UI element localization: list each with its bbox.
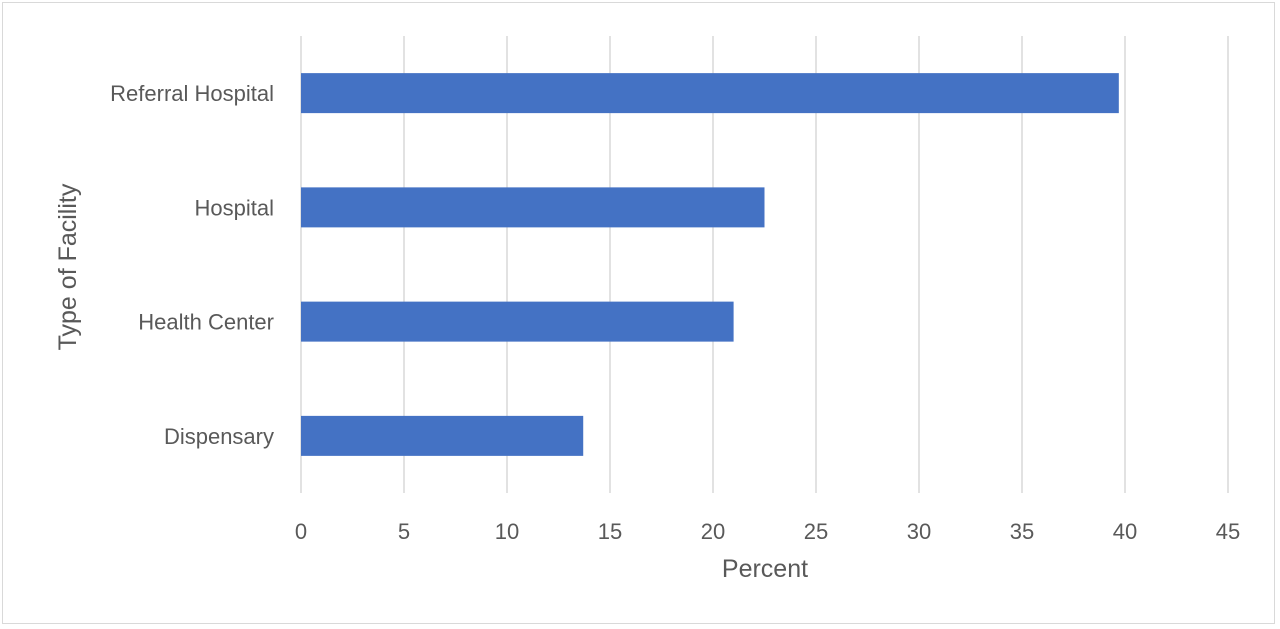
bar xyxy=(301,73,1119,114)
bars xyxy=(301,73,1119,456)
x-tick-label: 35 xyxy=(1010,519,1034,544)
x-tick-label: 45 xyxy=(1216,519,1240,544)
y-axis-categories: Referral Hospital Hospital Health Center Di… xyxy=(110,81,274,449)
x-tick-label: 10 xyxy=(495,519,519,544)
x-tick-label: 30 xyxy=(907,519,931,544)
category-label: Referral Hospital xyxy=(110,81,274,106)
bar xyxy=(301,301,734,342)
x-axis-ticks: 0 5 10 15 20 25 30 35 40 45 xyxy=(295,519,1240,544)
category-label: Dispensary xyxy=(164,424,274,449)
bar xyxy=(301,187,765,228)
x-tick-label: 5 xyxy=(398,519,410,544)
x-axis-title: Percent xyxy=(722,555,808,583)
x-tick-label: 20 xyxy=(701,519,725,544)
y-axis-title: Type of Facility xyxy=(54,183,82,350)
x-tick-label: 0 xyxy=(295,519,307,544)
x-tick-label: 40 xyxy=(1113,519,1137,544)
x-tick-label: 25 xyxy=(804,519,828,544)
bar-chart: 0 5 10 15 20 25 30 35 40 45 Referral Hospital Hosp… xyxy=(54,36,1240,583)
category-label: Hospital xyxy=(195,195,274,220)
category-label: Health Center xyxy=(138,310,274,335)
x-tick-label: 15 xyxy=(598,519,622,544)
bar xyxy=(301,415,584,456)
